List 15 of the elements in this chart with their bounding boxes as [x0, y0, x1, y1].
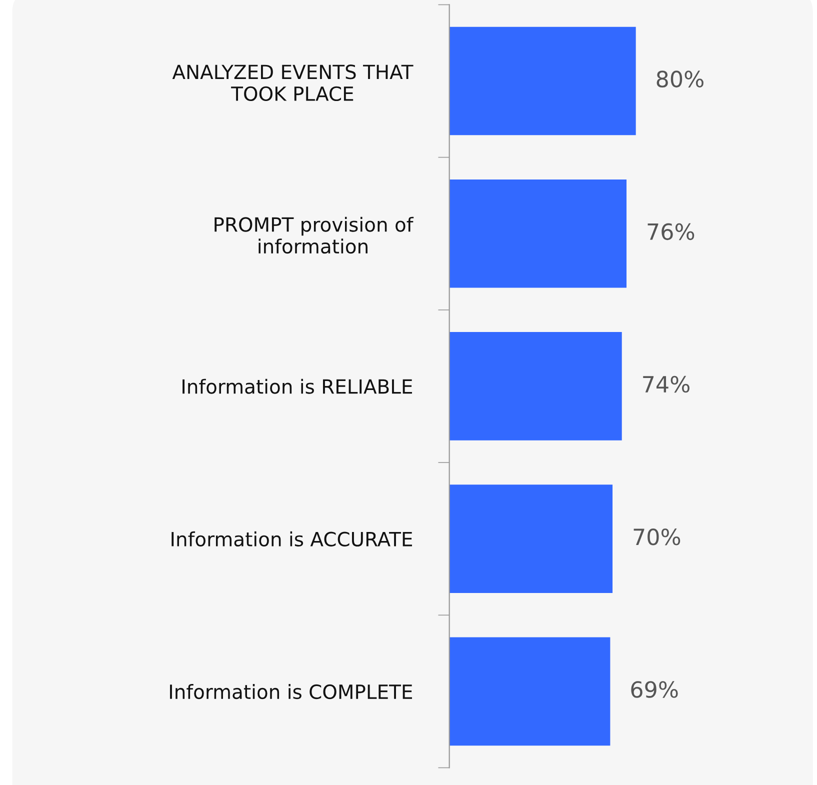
bar [449, 637, 610, 746]
bar [449, 484, 613, 593]
y-tick-label: Information is COMPLETE [170, 684, 412, 700]
y-tick-label: ANALYZED EVENTS THAT TOOK PLACE [172, 64, 414, 102]
data-label: 76% [648, 223, 694, 240]
y-tick-label: Information is ACCURATE [172, 531, 412, 546]
bar [449, 179, 627, 288]
data-label: 69% [631, 681, 678, 698]
y-tick-label: PROMPT provision of information [214, 216, 414, 254]
data-label: 74% [643, 376, 690, 393]
bar [449, 26, 636, 136]
data-label: 80% [656, 70, 704, 88]
data-label: 70% [634, 528, 680, 546]
bar [449, 332, 622, 440]
y-tick-label: Information is RELIABLE [182, 378, 412, 394]
